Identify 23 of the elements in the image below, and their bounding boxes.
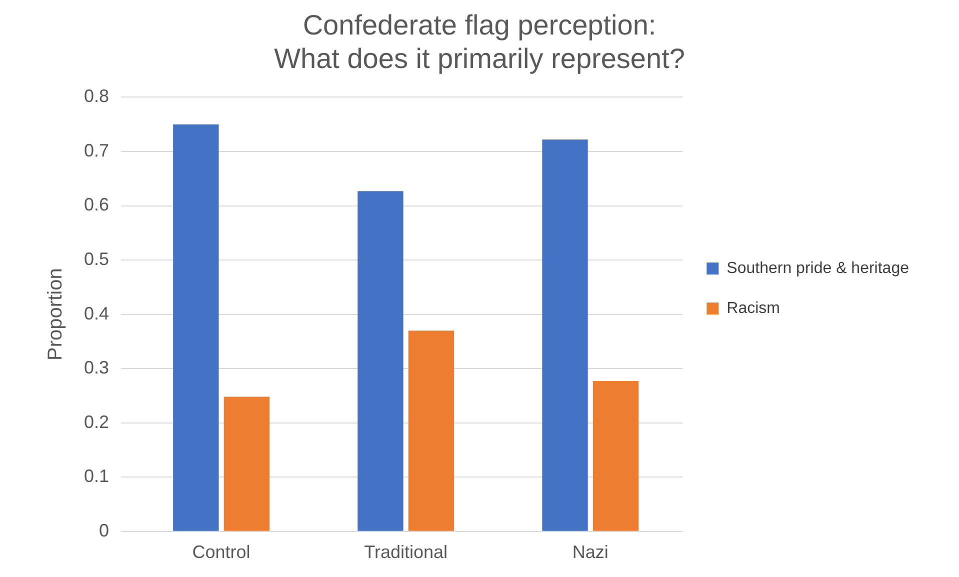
x-tick-label: Control — [192, 542, 250, 562]
y-tick-label: 0.7 — [84, 140, 110, 160]
y-tick-label: 0.5 — [84, 248, 110, 269]
y-tick-label: 0 — [99, 520, 110, 540]
y-tick-label: 0.4 — [84, 303, 110, 324]
bar — [224, 396, 270, 531]
y-tick-label: 0.8 — [84, 86, 110, 106]
y-axis-title: Proportion — [44, 268, 67, 360]
y-tick-label: 0.2 — [84, 412, 110, 432]
y-tick-label: 0.1 — [84, 466, 110, 486]
y-tick-label: 0.6 — [84, 194, 110, 215]
text: What does it primarily represent? — [274, 43, 685, 74]
legend-label: Racism — [726, 300, 780, 317]
text: Confederate flag perception: — [302, 10, 656, 41]
bar — [542, 140, 588, 531]
bar — [592, 381, 639, 531]
bar — [408, 330, 454, 531]
x-tick-label: Traditional — [364, 542, 448, 562]
legend-label: Southern pride & heritage — [726, 260, 910, 277]
bar — [358, 191, 404, 531]
bar — [173, 124, 219, 531]
y-tick-label: 0.3 — [84, 358, 110, 378]
x-tick-label: Nazi — [572, 542, 608, 562]
